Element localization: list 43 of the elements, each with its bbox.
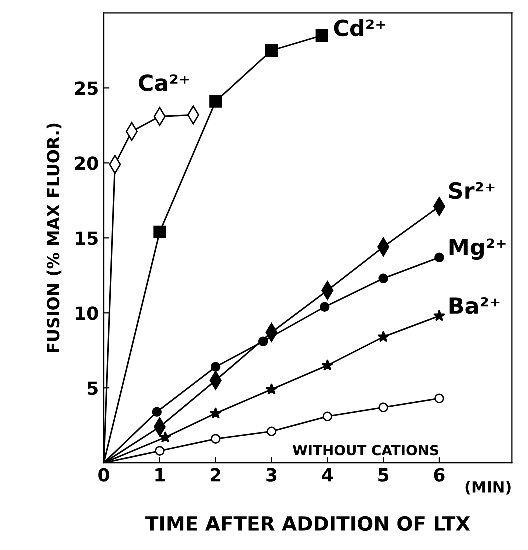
series-label: WITHOUT CATIONS <box>292 445 438 456</box>
y-tick-label: 20 <box>75 156 98 170</box>
text: (MIN) <box>466 481 511 495</box>
point <box>210 434 221 444</box>
point <box>322 359 334 371</box>
y-tick-label: 5 <box>88 382 98 396</box>
point <box>434 310 446 322</box>
point <box>210 95 222 108</box>
point <box>258 336 268 346</box>
series-label: Sr²⁺ <box>449 182 495 200</box>
x-tick-label: 6 <box>434 468 445 482</box>
point <box>378 330 390 342</box>
series-label: Ba²⁺ <box>450 297 500 314</box>
point <box>378 402 388 412</box>
point <box>434 252 444 263</box>
y-tick-label: 25 <box>75 82 98 96</box>
series-label: Cd²⁺ <box>334 19 386 37</box>
x-tick-label: 1 <box>156 468 165 482</box>
y-tick-label: 10 <box>76 306 98 320</box>
point <box>265 44 278 57</box>
x-axis-title: TIME AFTER ADDITION OF LTX <box>146 516 470 532</box>
x-tick-label: 3 <box>266 468 277 482</box>
point <box>320 302 330 312</box>
point <box>152 407 162 417</box>
point <box>210 362 221 372</box>
x-tick-label: 0 <box>98 468 110 482</box>
point <box>160 431 172 443</box>
x-tick-label: 5 <box>378 468 389 482</box>
point <box>154 226 166 238</box>
x-tick-label: 4 <box>322 468 334 482</box>
series-label: Ca²⁺ <box>139 74 190 92</box>
y-axis-title: FUSION (% MAX FLUOR.) <box>46 124 62 352</box>
x-tick-label: 2 <box>210 468 221 482</box>
y-tick-label: 15 <box>76 232 98 246</box>
point <box>266 426 277 436</box>
point <box>266 383 278 395</box>
point <box>322 412 333 422</box>
point <box>316 29 328 42</box>
point <box>155 446 165 456</box>
series-label: Mg²⁺ <box>450 238 506 260</box>
point <box>434 394 444 404</box>
point <box>210 407 222 419</box>
point <box>378 274 388 284</box>
